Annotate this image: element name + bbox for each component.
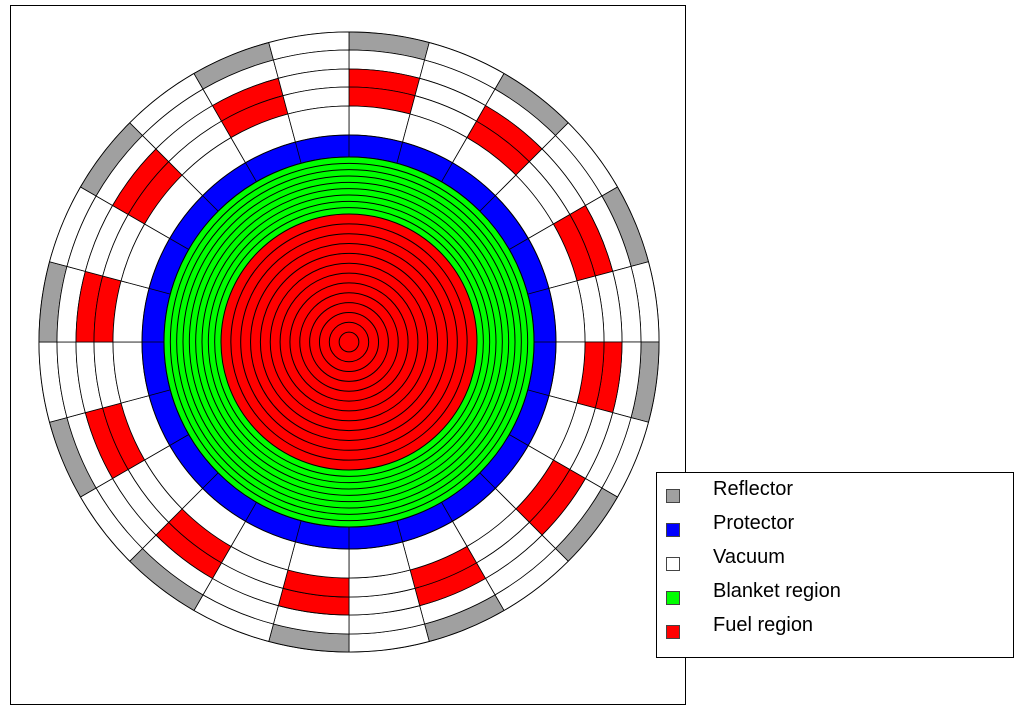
legend-label-blanket: Blanket region: [713, 580, 841, 602]
protector-segment-divider: [148, 389, 171, 396]
legend-item-fuel: Fuel region: [657, 613, 1013, 647]
protector-segment-divider: [202, 195, 219, 212]
protector-segment-divider: [441, 502, 453, 522]
protector-segment-divider: [295, 520, 302, 543]
fuel-ring: [338, 331, 360, 353]
legend-label-protector: Protector: [713, 512, 795, 534]
protector-segment-divider: [245, 162, 257, 182]
legend-item-reflector: Reflector: [657, 477, 1013, 511]
protector-segment-divider: [169, 434, 189, 446]
legend-swatch-fuel: [666, 625, 680, 639]
legend-item-vacuum: Vacuum: [657, 545, 1013, 579]
protector-segment-divider: [527, 389, 550, 396]
protector-segment-divider: [148, 288, 171, 295]
protector-segment-divider: [509, 238, 529, 250]
legend: Reflector Protector Vacuum Blanket regio…: [656, 472, 1014, 658]
legend-label-reflector: Reflector: [713, 478, 794, 500]
legend-label-vacuum: Vacuum: [713, 546, 785, 568]
legend-swatch-reflector: [666, 489, 680, 503]
legend-item-protector: Protector: [657, 511, 1013, 545]
legend-swatch-blanket: [666, 591, 680, 605]
legend-item-blanket: Blanket region: [657, 579, 1013, 613]
protector-segment-divider: [245, 502, 257, 522]
protector-segment-divider: [479, 195, 496, 212]
protector-segment-divider: [396, 141, 403, 164]
legend-swatch-protector: [666, 523, 680, 537]
protector-segment-divider: [479, 472, 496, 489]
reactor-core-cross-section: [38, 31, 660, 653]
protector-segment-divider: [169, 238, 189, 250]
legend-swatch-vacuum: [666, 557, 680, 571]
protector-segment-divider: [202, 472, 219, 489]
protector-segment-divider: [441, 162, 453, 182]
legend-label-fuel: Fuel region: [713, 614, 814, 636]
protector-segment-divider: [295, 141, 302, 164]
protector-segment-divider: [509, 434, 529, 446]
protector-segment-divider: [527, 288, 550, 295]
protector-segment-divider: [396, 520, 403, 543]
